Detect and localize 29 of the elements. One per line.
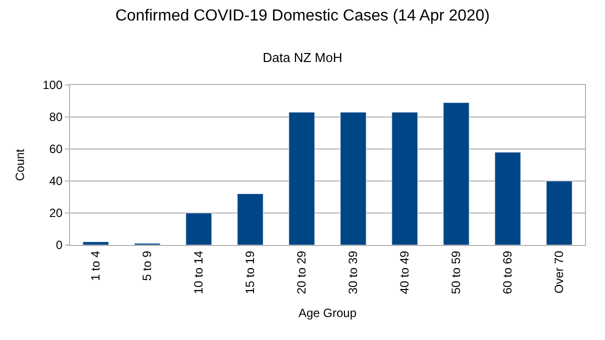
y-tick-label: 60 (49, 142, 63, 156)
bar (288, 112, 315, 245)
x-tick-label: 60 to 69 (500, 250, 515, 294)
bar (237, 194, 264, 245)
x-tick-label: 1 to 4 (88, 250, 103, 281)
bar (82, 242, 109, 245)
chart-subtitle: Data NZ MoH (262, 50, 342, 65)
bar (186, 212, 212, 245)
y-tick-label: 20 (49, 206, 63, 220)
y-tick-label: 80 (49, 110, 63, 124)
y-tick-label: 100 (42, 78, 63, 92)
x-tick-label: 50 to 59 (449, 250, 464, 294)
bar (494, 152, 521, 245)
x-tick-label: 5 to 9 (140, 250, 154, 281)
x-tick-label: Over 70 (552, 250, 566, 294)
bar (340, 112, 366, 245)
x-axis-title: Age Group (298, 306, 357, 320)
chart-title: Confirmed COVID-19 Domestic Cases (14 Apr 2020) (115, 7, 490, 24)
x-tick-label: 10 to 14 (192, 250, 206, 294)
x-tick-label: 15 to 19 (243, 250, 258, 294)
x-tick-label: 20 to 29 (294, 250, 309, 294)
y-tick-label: 0 (56, 238, 63, 252)
bar (392, 112, 418, 245)
y-tick-label: 40 (49, 174, 63, 188)
bar (546, 180, 572, 245)
x-tick-label: 30 to 39 (346, 250, 360, 294)
x-tick-label: 40 to 49 (398, 250, 412, 294)
y-axis-title: Count (12, 148, 27, 182)
bar (443, 102, 470, 245)
